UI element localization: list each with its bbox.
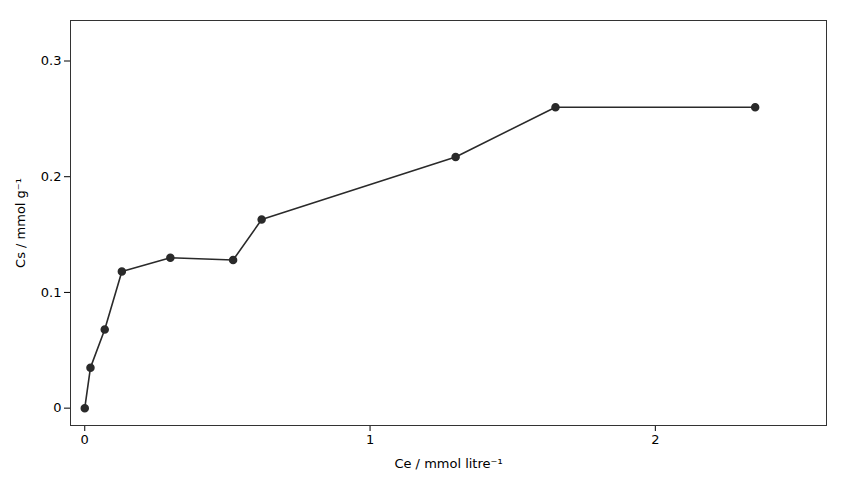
svg-text:0.1: 0.1 bbox=[41, 285, 62, 300]
svg-text:0.2: 0.2 bbox=[41, 169, 62, 184]
svg-text:Ce / mmol litre⁻¹: Ce / mmol litre⁻¹ bbox=[394, 456, 502, 471]
svg-text:Cs / mmol g⁻¹: Cs / mmol g⁻¹ bbox=[13, 178, 28, 268]
svg-text:0: 0 bbox=[81, 432, 89, 447]
svg-text:2: 2 bbox=[651, 432, 659, 447]
svg-text:0: 0 bbox=[53, 400, 61, 415]
svg-text:0.3: 0.3 bbox=[41, 53, 62, 68]
svg-text:1: 1 bbox=[366, 432, 374, 447]
